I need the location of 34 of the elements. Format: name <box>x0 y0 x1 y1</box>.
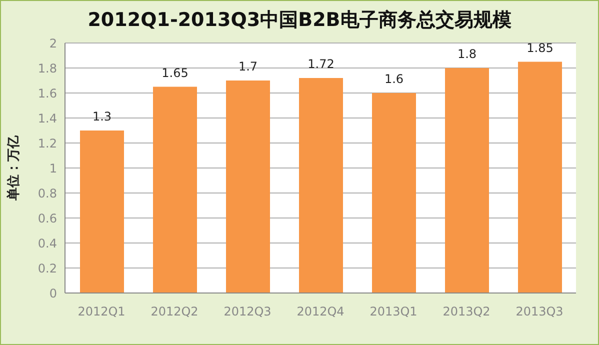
bar <box>518 62 562 293</box>
x-tick-label: 2013Q2 <box>442 304 490 319</box>
x-tick-label: 2013Q1 <box>370 304 418 319</box>
data-label: 1.7 <box>238 60 258 74</box>
y-tick-label: 0.6 <box>38 211 57 226</box>
bar <box>445 68 489 293</box>
bar <box>226 80 270 293</box>
chart-title: 2012Q1-2013Q3中国B2B电子商务总交易规模 <box>86 8 512 33</box>
data-label: 1.85 <box>526 40 554 55</box>
y-tick-label: 0.4 <box>38 236 57 250</box>
y-tick-label: 0 <box>49 286 57 300</box>
x-tick-label: 2012Q4 <box>296 304 344 319</box>
data-label: 1.8 <box>457 47 477 61</box>
data-label: 1.72 <box>308 57 334 71</box>
y-tick-label: 1.4 <box>38 111 57 126</box>
data-label: 1.6 <box>384 72 404 86</box>
bar <box>153 86 197 293</box>
y-tick-label: 0.8 <box>38 186 57 200</box>
x-tick-label: 2012Q3 <box>224 304 272 319</box>
y-tick-label: 2 <box>49 36 57 50</box>
x-tick-label: 2012Q2 <box>150 304 198 319</box>
y-tick-label: 1.6 <box>38 86 57 100</box>
y-tick-label: 1 <box>49 161 57 176</box>
bar <box>372 93 416 293</box>
data-label: 1.3 <box>92 110 112 124</box>
bar <box>80 130 124 293</box>
y-tick-label: 1.2 <box>38 136 57 150</box>
bar <box>299 78 343 293</box>
y-axis-title: 单位：万亿 <box>6 134 22 202</box>
y-tick-label: 1.8 <box>38 61 57 76</box>
x-tick-label: 2012Q1 <box>78 304 126 319</box>
x-tick-label: 2013Q3 <box>516 304 564 319</box>
data-label: 1.65 <box>162 66 188 80</box>
y-tick-label: 0.2 <box>38 261 57 276</box>
